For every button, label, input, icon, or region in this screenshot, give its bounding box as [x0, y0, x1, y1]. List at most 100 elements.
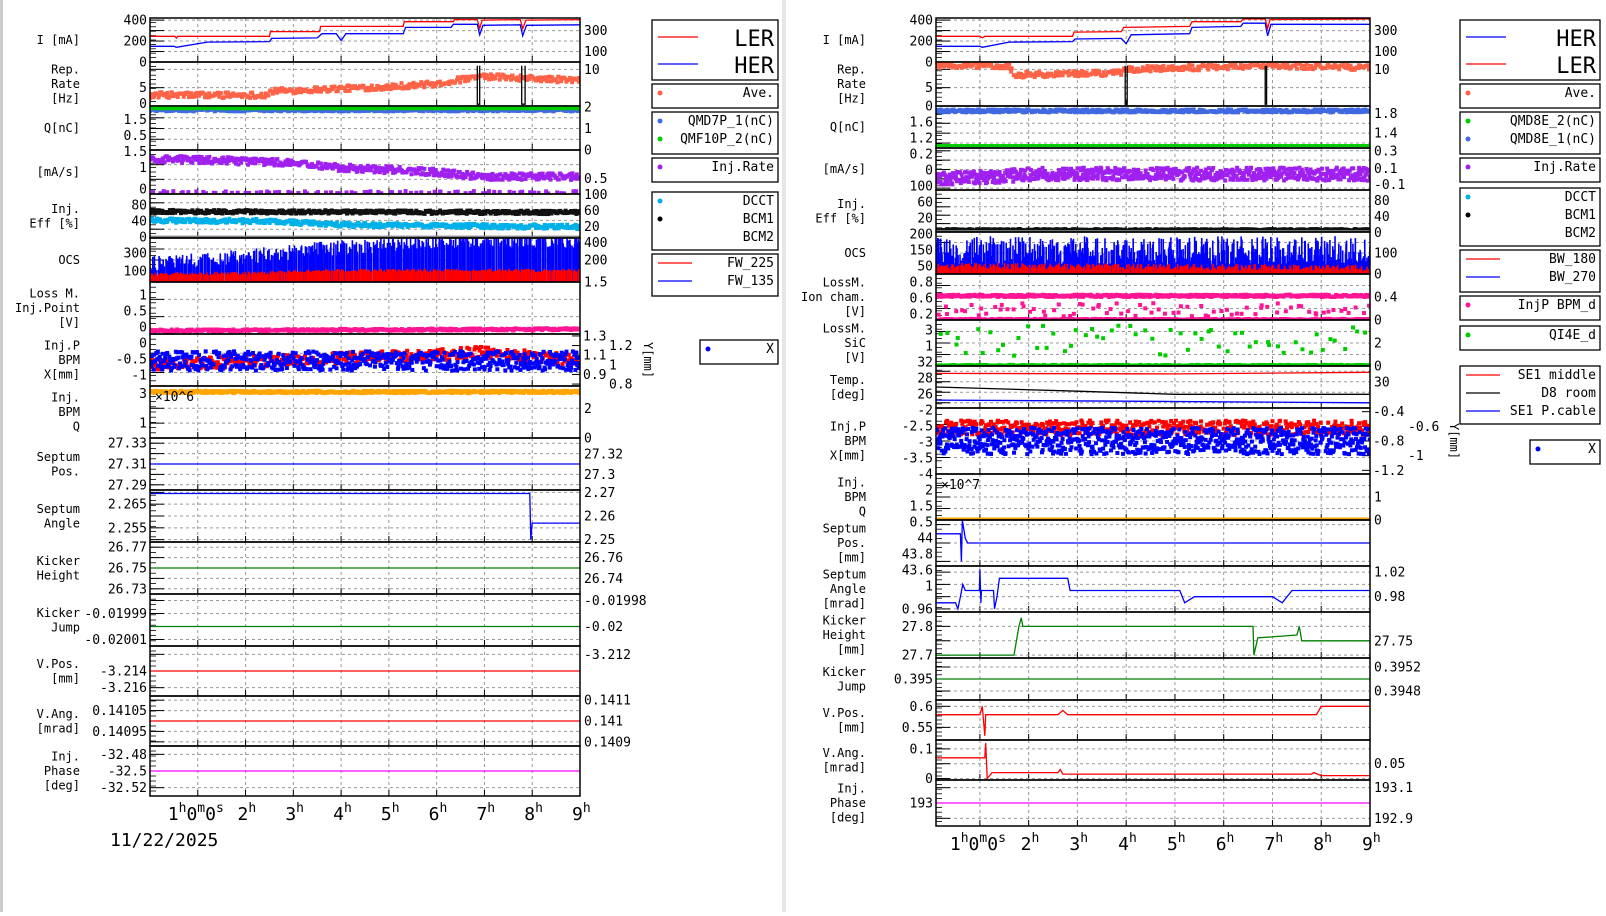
y-axis-label-line: Inj.Point	[15, 301, 80, 315]
point-x	[506, 358, 510, 362]
series-line-series	[522, 66, 525, 105]
y-axis-label-line: X[mm]	[44, 368, 80, 382]
point-inj-rate	[207, 155, 211, 159]
point-series	[467, 347, 471, 351]
point-x	[245, 357, 249, 361]
point-x	[307, 351, 311, 355]
point-x	[509, 365, 513, 369]
y-tick-label: 0.5	[584, 172, 607, 187]
point-inj-rate	[163, 160, 167, 164]
series-group	[148, 345, 582, 373]
point-series	[194, 189, 198, 193]
left-chart: I [mA]4002000300100Rep.Rate[Hz]5010Q[nC]…	[15, 14, 778, 851]
y-tick-label: 400	[124, 14, 147, 29]
series-line-series	[477, 66, 479, 105]
point-x	[212, 362, 216, 366]
point-x	[496, 350, 500, 354]
y-tick-label: 1.5	[584, 276, 607, 291]
point-x	[204, 349, 208, 353]
point-x	[403, 351, 407, 355]
point-x	[297, 367, 301, 371]
point-inj-rate	[549, 178, 553, 182]
point-x	[277, 352, 281, 356]
point-x	[368, 363, 372, 367]
point-inj-rate	[520, 178, 524, 182]
point-series	[438, 190, 442, 194]
y-tick-label: 0	[139, 97, 147, 112]
y-axis-label-line: Eff [%]	[29, 216, 80, 230]
point-x	[319, 354, 323, 358]
point-x	[514, 361, 518, 365]
point-x	[402, 356, 406, 360]
point-x	[428, 360, 432, 364]
y-tick-label: 1	[139, 161, 147, 176]
point-x	[292, 364, 296, 368]
point-x	[473, 367, 477, 371]
point-x	[230, 364, 234, 368]
y-axis-label-line: [V]	[58, 316, 80, 330]
point-series	[479, 345, 483, 349]
panel-inj-p-bpm-x-mm-: Inj.PBPMX[mm]Y[mm]0-0.5-11.31.10.91.210.…	[44, 329, 655, 392]
point-inj-rate	[450, 174, 454, 178]
point-x	[321, 362, 325, 366]
point-x	[502, 363, 506, 367]
y-tick-label: 2	[584, 101, 592, 116]
point-series	[456, 190, 460, 194]
y-tick-label: 1	[584, 122, 592, 137]
point-x	[358, 362, 362, 366]
point-x	[503, 368, 507, 372]
point-x	[269, 351, 273, 355]
point-x	[469, 352, 473, 356]
point-ave-	[400, 81, 404, 85]
point-x	[441, 358, 445, 362]
point-inj-rate	[456, 174, 460, 178]
y-tick-label: 300	[584, 24, 607, 39]
point-x	[465, 359, 469, 363]
y-tick-label: 0.5	[124, 129, 147, 144]
point-x	[373, 365, 377, 369]
point-x	[472, 362, 476, 366]
y-tick-label: 100	[584, 188, 607, 203]
point-x	[309, 367, 313, 371]
point-x	[486, 354, 490, 358]
point-x	[313, 365, 317, 369]
point-ave-	[509, 78, 513, 82]
panel-divider	[782, 0, 786, 912]
point-ave-	[422, 85, 426, 89]
point-x	[488, 368, 492, 372]
point-x	[216, 355, 220, 359]
point-ave-	[348, 89, 352, 93]
point-x	[166, 364, 170, 368]
point-x	[249, 359, 253, 363]
point-inj-rate	[369, 168, 373, 172]
point-x	[205, 367, 209, 371]
point-inj-rate	[452, 169, 456, 173]
point-ave-	[266, 94, 270, 98]
y-tick-label: 300	[124, 246, 147, 261]
y-tick-label: 200	[124, 35, 147, 50]
point-series	[487, 189, 491, 193]
point-x	[321, 368, 325, 372]
point-x	[200, 363, 204, 367]
point-ave-	[333, 85, 337, 89]
left-border	[0, 0, 3, 912]
point-x	[247, 365, 251, 369]
point-x	[351, 350, 355, 354]
point-x	[421, 361, 425, 365]
y-tick-label: 1.5	[124, 113, 147, 128]
point-ave-	[344, 89, 348, 93]
panel-frame	[150, 282, 580, 334]
point-x	[449, 364, 453, 368]
point-x	[300, 356, 304, 360]
series-line-ler	[150, 20, 580, 38]
point-x	[394, 354, 398, 358]
y-tick-label: 200	[584, 254, 607, 269]
point-series	[404, 189, 408, 193]
point-x	[426, 353, 430, 357]
point-x	[280, 367, 284, 371]
point-x	[509, 368, 513, 372]
y-axis-label-line: I [mA]	[37, 33, 80, 47]
